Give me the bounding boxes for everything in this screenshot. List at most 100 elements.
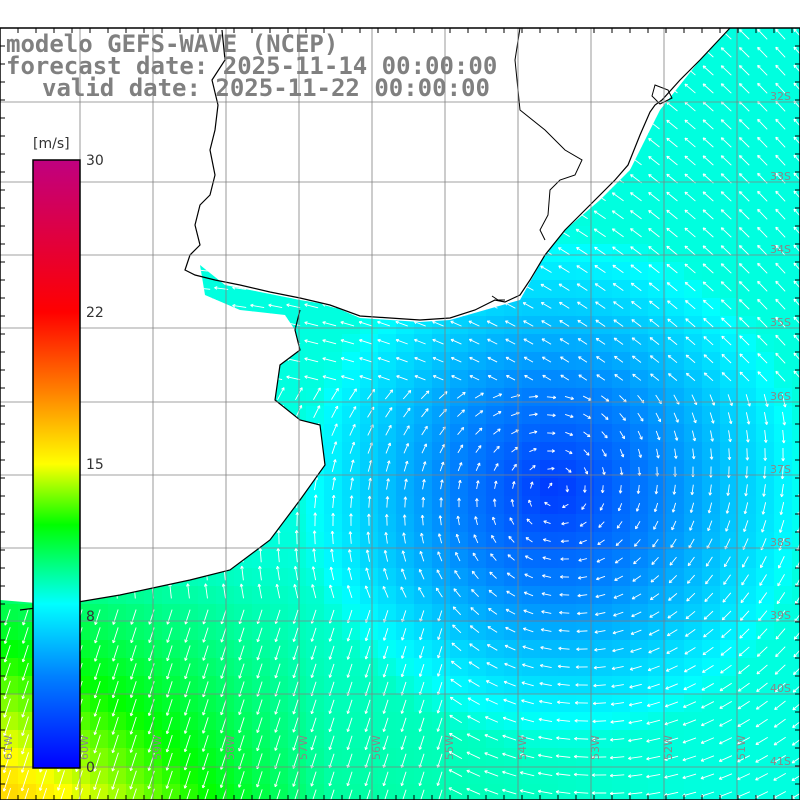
wind-cell	[792, 208, 800, 227]
wind-arrow	[232, 375, 247, 380]
wind-cell	[504, 46, 523, 65]
wind-cell	[216, 334, 235, 353]
wind-cell	[216, 514, 235, 533]
wind-cell	[468, 784, 487, 800]
wind-arrow	[684, 47, 696, 58]
wind-arrow	[467, 229, 481, 237]
wind-cell	[0, 262, 19, 281]
wind-arrow	[259, 512, 264, 527]
wind-arrow	[160, 214, 175, 219]
wind-arrow	[304, 141, 319, 147]
wind-cell	[252, 406, 271, 425]
wind-cell	[684, 784, 703, 800]
wind-cell	[108, 514, 127, 533]
wind-arrow	[358, 140, 373, 147]
wind-arrow	[467, 31, 481, 39]
wind-arrow	[259, 440, 266, 455]
wind-arrow	[25, 529, 30, 545]
wind-arrow	[178, 178, 193, 183]
wind-cell	[360, 280, 379, 299]
wind-cell	[288, 100, 307, 119]
wind-cell	[162, 460, 181, 479]
wind-arrow	[376, 176, 391, 183]
wind-cell	[792, 496, 800, 515]
wind-arrow	[6, 582, 11, 599]
wind-cell	[108, 298, 127, 317]
wind-arrow	[142, 124, 157, 129]
wind-arrow	[133, 440, 139, 455]
wind-arrow	[178, 286, 193, 291]
wind-cell	[270, 262, 289, 281]
wind-cell	[792, 334, 800, 353]
wind-cell	[270, 226, 289, 245]
wind-cell	[288, 424, 307, 443]
wind-cell	[180, 478, 199, 497]
wind-cell	[216, 118, 235, 137]
wind-cell	[0, 172, 19, 191]
wind-arrow	[485, 211, 499, 219]
wind-cell	[540, 172, 559, 191]
wind-cell	[234, 334, 253, 353]
wind-cell	[612, 100, 631, 119]
wind-arrow	[430, 212, 445, 219]
wind-arrow	[115, 512, 120, 527]
wind-arrow	[114, 565, 119, 581]
wind-arrow	[268, 321, 283, 327]
wind-arrow	[304, 195, 319, 201]
wind-arrow	[115, 404, 122, 419]
wind-cell	[0, 370, 19, 389]
wind-arrow	[358, 158, 373, 165]
wind-arrow	[448, 175, 463, 183]
wind-arrow	[0, 342, 13, 346]
wind-arrow	[286, 231, 301, 237]
wind-cell	[342, 226, 361, 245]
wind-arrow	[186, 547, 191, 563]
wind-cell	[630, 784, 649, 800]
wind-arrow	[268, 159, 283, 165]
wind-cell	[180, 316, 199, 335]
wind-cell	[378, 172, 397, 191]
wind-cell	[180, 388, 199, 407]
wind-cell	[414, 28, 433, 47]
wind-cell	[252, 190, 271, 209]
wind-arrow	[116, 476, 121, 491]
wind-arrow	[304, 285, 319, 291]
wind-arrow	[394, 176, 409, 183]
wind-arrow	[358, 230, 373, 237]
wind-cell	[108, 154, 127, 173]
wind-cell	[612, 136, 631, 155]
wind-arrow	[250, 339, 265, 344]
wind-cell	[792, 748, 800, 767]
wind-cell	[252, 316, 271, 335]
wind-arrow	[134, 476, 139, 491]
wind-arrow	[34, 125, 49, 130]
wind-arrow	[160, 376, 175, 381]
wind-arrow	[168, 547, 173, 563]
wind-cell	[396, 136, 415, 155]
wind-cell	[342, 190, 361, 209]
wind-cell	[594, 82, 613, 101]
wind-arrow	[575, 66, 588, 76]
wind-arrow	[169, 529, 174, 545]
wind-cell	[594, 172, 613, 191]
wind-arrow	[412, 122, 427, 129]
wind-arrow	[539, 157, 552, 166]
wind-cell	[288, 226, 307, 245]
wind-cell	[666, 46, 685, 65]
wind-cell	[486, 28, 505, 47]
wind-cell	[270, 460, 289, 479]
wind-arrow	[160, 304, 175, 309]
wind-arrow	[467, 175, 481, 183]
wind-arrow	[16, 198, 31, 202]
wind-arrow	[630, 102, 642, 112]
wind-arrow	[340, 140, 355, 147]
wind-cell	[126, 226, 145, 245]
wind-cell	[234, 136, 253, 155]
wind-arrow	[160, 124, 175, 129]
wind-cell	[450, 226, 469, 245]
wind-cell	[252, 514, 271, 533]
wind-arrow	[322, 159, 337, 165]
wind-cell	[468, 154, 487, 173]
wind-cell	[504, 244, 523, 263]
wind-arrow	[630, 48, 642, 58]
